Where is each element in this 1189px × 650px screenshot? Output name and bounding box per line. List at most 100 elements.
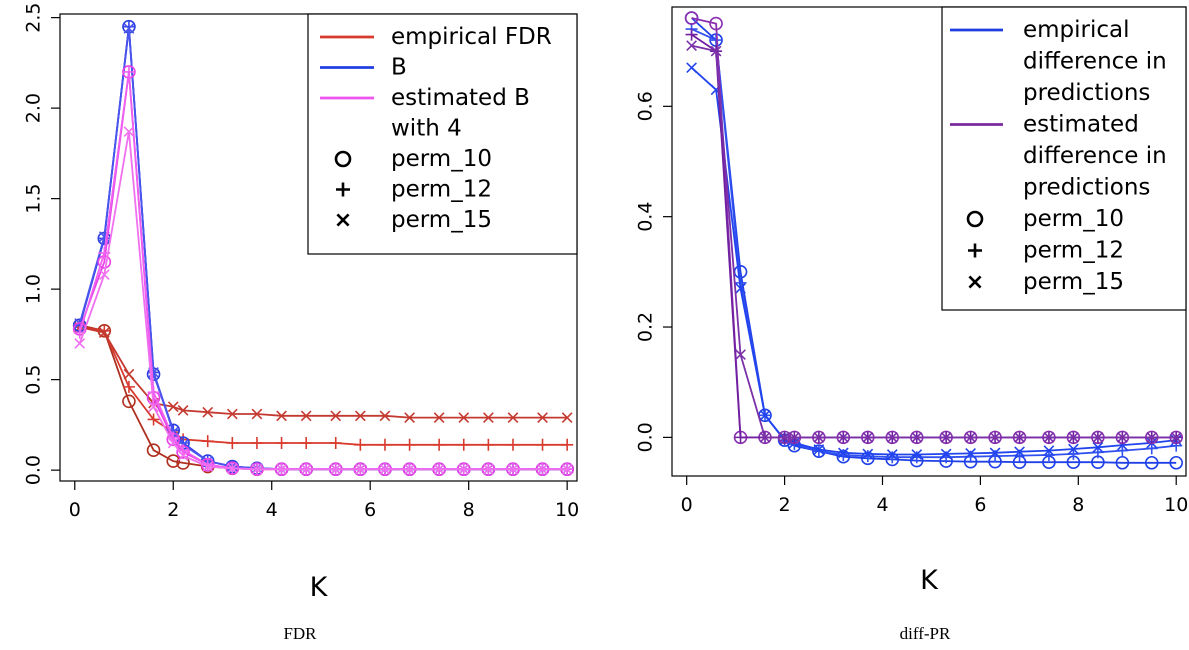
- data-point-cross: [813, 432, 825, 443]
- figure-caption: FDR: [283, 624, 317, 643]
- y-axis: 0.0 0.2 0.4 0.6: [635, 91, 672, 452]
- legend-label: with 4: [391, 116, 462, 142]
- data-point-cross: [354, 410, 366, 422]
- legend-marker-plus: [968, 243, 982, 258]
- data-point-plus: [201, 435, 214, 448]
- legend-label: difference in: [1023, 143, 1167, 169]
- x-tick-label: 0: [681, 494, 693, 516]
- y-tick-label: 1.5: [23, 184, 45, 214]
- data-point-cross: [989, 432, 1001, 443]
- legend-label: predictions: [1023, 175, 1150, 201]
- data-point-cross: [537, 463, 548, 475]
- data-point-cross: [886, 449, 898, 460]
- y-axis: 0.0 0.5 1.0 1.5 2.0 2.5: [23, 3, 60, 485]
- data-point-cross: [433, 412, 445, 424]
- x-axis: 0 2 4 6 8 10: [69, 481, 579, 521]
- data-point-circle: [122, 394, 136, 409]
- y-tick-label: 2.0: [23, 93, 45, 123]
- data-point-cross: [561, 463, 573, 475]
- data-point-cross: [862, 432, 874, 443]
- data-point-cross: [789, 432, 800, 443]
- data-point-cross: [404, 463, 415, 475]
- data-point-cross: [404, 412, 415, 424]
- x-tick-label: 6: [364, 499, 376, 521]
- data-point-cross: [300, 463, 312, 475]
- data-point-plus: [457, 438, 470, 451]
- data-point-cross: [202, 406, 214, 418]
- data-point-circle: [684, 11, 699, 25]
- data-point-cross: [226, 462, 238, 474]
- y-tick-label: 1.0: [23, 274, 45, 304]
- x-axis-label: K: [920, 565, 939, 596]
- legend-marker-cross: [336, 213, 350, 227]
- data-point-plus: [861, 450, 874, 463]
- legend-label: perm_12: [1023, 238, 1124, 264]
- data-point-plus: [300, 436, 313, 449]
- data-point-cross: [813, 444, 825, 455]
- data-point-cross: [300, 410, 312, 422]
- data-point-plus: [250, 436, 263, 449]
- data-point-cross: [177, 405, 189, 416]
- data-point-plus: [837, 449, 850, 462]
- data-point-cross: [940, 448, 952, 460]
- data-point-circle: [1169, 455, 1184, 470]
- legend-label: predictions: [1023, 80, 1150, 106]
- data-point-plus: [226, 436, 239, 449]
- data-point-cross: [837, 447, 849, 459]
- data-point-cross: [379, 463, 391, 475]
- data-point-cross: [177, 450, 189, 462]
- data-point-cross: [735, 349, 746, 360]
- legend-label: difference in: [1023, 49, 1167, 75]
- data-point-cross: [167, 401, 179, 413]
- data-point-cross: [507, 412, 519, 424]
- legend-label: perm_12: [391, 177, 492, 203]
- data-point-plus: [147, 413, 160, 426]
- legend-label: estimated: [1023, 112, 1139, 138]
- legend-box: [941, 6, 1187, 311]
- data-point-cross: [433, 463, 445, 475]
- data-point-cross: [989, 447, 1001, 459]
- data-point-cross: [940, 432, 952, 443]
- data-point-cross: [458, 463, 470, 475]
- data-point-cross: [886, 432, 898, 443]
- data-point-cross: [483, 412, 494, 424]
- data-point-cross: [1116, 432, 1128, 443]
- data-point-plus: [910, 451, 923, 464]
- data-point-cross: [1146, 432, 1158, 443]
- data-point-cross: [167, 437, 179, 449]
- data-point-cross: [710, 45, 722, 57]
- legend-label: perm_15: [391, 207, 492, 233]
- data-point-cross: [123, 23, 135, 34]
- legend-label: perm_15: [1023, 269, 1124, 295]
- legend: empirical difference in predictions estimat…: [941, 6, 1187, 311]
- data-point-cross: [379, 410, 391, 422]
- data-point-plus: [506, 438, 519, 451]
- data-point-cross: [911, 449, 923, 460]
- legend-label: empirical FDR: [391, 24, 552, 50]
- y-tick-label: 0.6: [635, 91, 657, 121]
- data-point-cross: [1014, 432, 1025, 443]
- data-point-plus: [482, 438, 495, 451]
- data-point-plus: [98, 324, 111, 337]
- data-point-cross: [965, 448, 976, 459]
- data-point-plus: [329, 436, 342, 449]
- data-point-cross: [862, 448, 874, 460]
- x-axis-label: K: [310, 572, 329, 603]
- x-tick-label: 0: [69, 499, 81, 521]
- data-point-cross: [458, 412, 470, 424]
- legend-label: empirical: [1023, 17, 1130, 43]
- x-tick-label: 8: [1072, 494, 1084, 516]
- data-point-cross: [1170, 432, 1182, 443]
- legend-label: perm_10: [391, 146, 492, 172]
- data-point-plus: [1116, 444, 1129, 457]
- x-tick-label: 2: [167, 499, 179, 521]
- data-point-cross: [1092, 432, 1104, 443]
- data-point-cross: [507, 463, 519, 475]
- data-point-cross: [1043, 445, 1055, 456]
- x-axis: 0 2 4 6 8 10: [681, 476, 1188, 516]
- data-point-cross: [330, 463, 342, 475]
- y-tick-label: 0.2: [635, 312, 657, 342]
- data-point-plus: [685, 28, 698, 41]
